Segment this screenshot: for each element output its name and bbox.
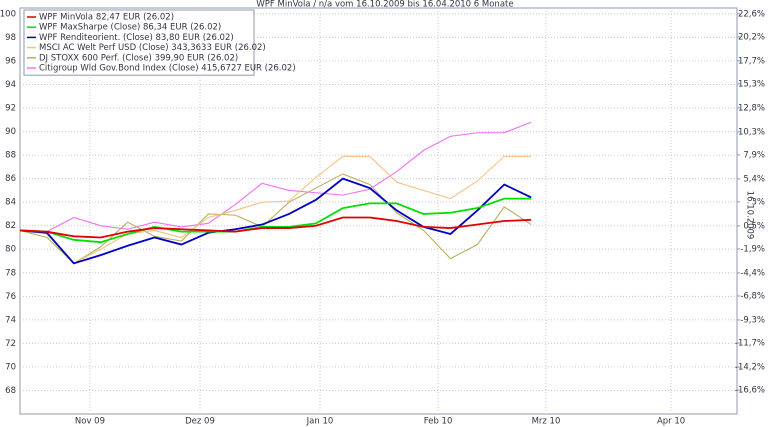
annotation: 16.10.2009 xyxy=(745,191,755,240)
x-tick-label: Jan 10 xyxy=(306,417,334,427)
series-line xyxy=(19,197,532,244)
legend-label: DJ STOXX 600 Perf. (Close) 399,90 EUR (2… xyxy=(39,53,238,63)
y-tick-label: 78 xyxy=(5,268,16,278)
legend-label: MSCI AC Welt Perf USD (Close) 343,3633 E… xyxy=(39,43,266,53)
y2-tick-label: 12,8% xyxy=(738,103,765,113)
y-tick-label: 74 xyxy=(5,315,16,325)
series-line xyxy=(19,216,532,239)
y-tick-label: 84 xyxy=(5,198,16,208)
y-tick-label: 68 xyxy=(5,386,16,396)
x-tick-label: Feb 10 xyxy=(424,417,453,427)
y-tick-label: 82 xyxy=(5,221,16,231)
y-tick-label: 80 xyxy=(5,245,16,255)
y2-tick-label: 17,7% xyxy=(738,56,765,66)
legend-label: WPF MinVola 82,47 EUR (26.02) xyxy=(39,13,174,23)
y-tick-label: 96 xyxy=(5,56,16,66)
y2-tick-label: -11,7% xyxy=(735,338,765,348)
y-tick-label: 70 xyxy=(5,362,16,372)
series-line xyxy=(19,155,532,265)
y-tick-label: 98 xyxy=(5,33,16,43)
y-tick-label: 90 xyxy=(5,127,16,137)
y-tick-label: 92 xyxy=(5,104,16,114)
y-tick-label: 86 xyxy=(5,174,16,184)
y2-tick-label: -14,2% xyxy=(735,362,765,372)
y2-tick-label: 5,4% xyxy=(743,174,765,184)
y2-tick-label: -9,3% xyxy=(740,315,765,325)
series-line xyxy=(19,121,532,233)
y-tick-label: 76 xyxy=(5,292,16,302)
y2-tick-label: 22,6% xyxy=(738,9,765,19)
chart-title: WPF MinVola / n/a vom 16.10.2009 bis 16.… xyxy=(256,0,513,10)
x-tick-label: Mrz 10 xyxy=(532,417,561,427)
y-tick-label: 94 xyxy=(5,80,16,90)
y2-tick-label: -6,8% xyxy=(740,291,765,301)
x-tick-label: Dez 09 xyxy=(185,417,215,427)
y2-tick-label: 20,2% xyxy=(738,32,765,42)
legend-label: WPF MaxSharpe (Close) 86,34 EUR (26.02) xyxy=(39,23,221,33)
y2-tick-label: -16,6% xyxy=(735,386,765,396)
series-line xyxy=(19,177,532,265)
y-tick-label: 72 xyxy=(5,339,16,349)
y2-tick-label: -4,4% xyxy=(740,268,765,278)
y2-tick-label: 3% xyxy=(752,197,766,207)
y-tick-label: 88 xyxy=(5,151,16,161)
y2-tick-label: 0,5% xyxy=(743,221,765,231)
y2-tick-label: 10,3% xyxy=(738,127,765,137)
series-line xyxy=(19,173,532,265)
y2-tick-label: 7,9% xyxy=(743,150,765,160)
y2-tick-label: 15,3% xyxy=(738,79,765,89)
y-tick-label: 100 xyxy=(0,9,16,19)
legend-label: Citigroup Wld Gov.Bond Index (Close) 415… xyxy=(39,64,296,74)
x-tick-label: Nov 09 xyxy=(75,417,105,427)
legend-box xyxy=(23,9,255,76)
y2-tick-label: -1,9% xyxy=(740,244,765,254)
x-tick-label: Apr 10 xyxy=(657,417,685,427)
legend-label: WPF Renditeorient. (Close) 83,80 EUR (26… xyxy=(39,33,234,43)
